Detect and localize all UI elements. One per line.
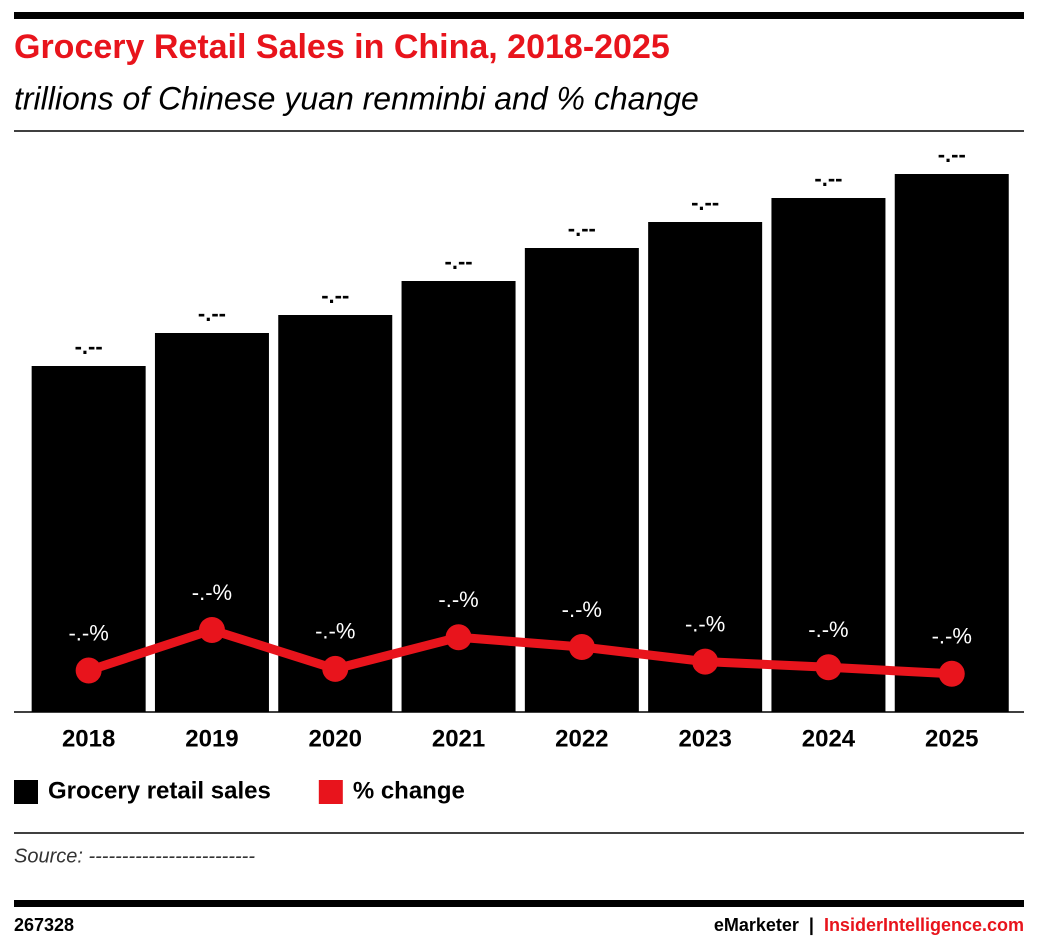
bar-value-label: -.-- [691, 190, 719, 215]
bar-value-label: -.-- [568, 216, 596, 241]
line-point [198, 617, 225, 643]
line-point [938, 660, 965, 687]
bar-value-label: -.-- [445, 249, 473, 274]
bar [771, 198, 886, 712]
separator: | [809, 915, 814, 935]
chart-title: Grocery Retail Sales in China, 2018-2025 [14, 28, 670, 66]
x-tick-label: 2019 [185, 725, 238, 752]
bar-value-label: -.-- [321, 283, 349, 308]
x-tick-label: 2021 [432, 725, 485, 752]
legend-swatch [318, 780, 343, 804]
line-point [445, 624, 472, 651]
line-value-label: -.-% [932, 624, 972, 649]
legend-swatch [14, 780, 38, 804]
x-tick-label: 2023 [678, 725, 731, 752]
line-point [815, 654, 842, 681]
line-value-label: -.-% [808, 617, 848, 642]
line-point [692, 648, 719, 675]
line-point [75, 657, 102, 684]
chart-id: 267328 [14, 915, 74, 935]
bottom-rule [14, 900, 1024, 907]
x-tick-label: 2018 [62, 725, 115, 752]
bar [894, 174, 1009, 712]
bar-value-label: -.-- [75, 334, 103, 359]
legend-label: Grocery retail sales [48, 777, 271, 804]
bar [154, 333, 269, 712]
brand: eMarketer [714, 915, 799, 935]
site: InsiderIntelligence.com [824, 915, 1024, 935]
bar-value-label: -.-- [198, 301, 226, 326]
top-rule [14, 12, 1024, 19]
line-value-label: -.-% [562, 597, 602, 622]
line-point [568, 634, 595, 661]
line-point [322, 655, 349, 682]
bar [278, 315, 393, 712]
line-value-label: -.-% [438, 587, 478, 612]
line [87, 625, 952, 679]
line-value-label: -.-% [192, 580, 232, 605]
chart-subtitle: trillions of Chinese yuan renminbi and %… [14, 80, 699, 116]
line-value-label: -.-% [68, 620, 108, 645]
bar [648, 222, 763, 712]
legend-label: % change [353, 777, 465, 804]
footer-brand: eMarketer | InsiderIntelligence.com [714, 915, 1024, 935]
line-value-label: -.-% [315, 619, 355, 644]
line-value-label: -.-% [685, 611, 725, 636]
x-tick-label: 2025 [925, 725, 978, 752]
x-tick-label: 2022 [555, 725, 608, 752]
x-tick-label: 2024 [802, 725, 856, 752]
bar-value-label: -.-- [938, 142, 966, 167]
source: Source: ------------------------- [14, 845, 255, 867]
bar-value-label: -.-- [814, 166, 842, 191]
x-tick-label: 2020 [309, 725, 362, 752]
